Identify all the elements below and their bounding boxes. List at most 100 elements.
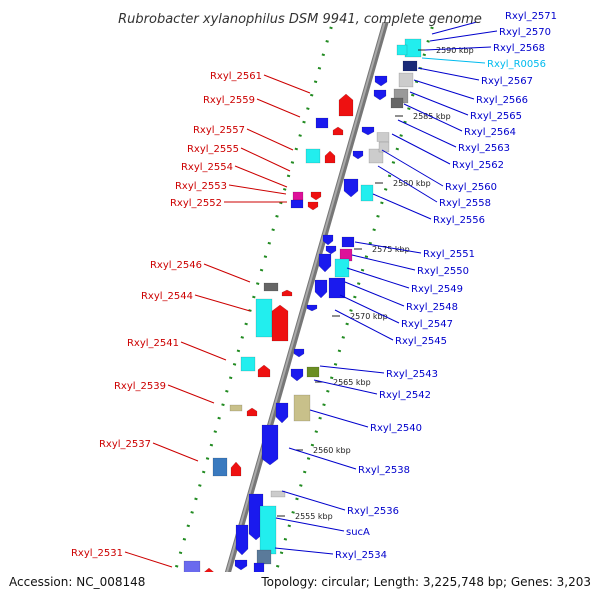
forward-gene-labels: Rxyl_2571 Rxyl_2570 Rxyl_2568 Rxyl_R0056 Rxy… xyxy=(335,11,557,561)
gene-label-rxyl_2544: Rxyl_2544 xyxy=(141,291,193,302)
gene-feature xyxy=(183,560,201,572)
gene-feature xyxy=(332,126,344,136)
label-leader-lines xyxy=(124,22,498,568)
label-leader-line xyxy=(240,147,291,172)
label-leader-line xyxy=(309,409,369,428)
label-leader-line xyxy=(246,128,294,151)
gene-label-rxyl_2563: Rxyl_2563 xyxy=(458,143,510,154)
gene-feature xyxy=(374,75,388,87)
gene-feature xyxy=(257,364,271,378)
label-leader-line xyxy=(424,46,492,51)
gene-feature xyxy=(322,234,334,246)
gene-feature xyxy=(261,424,279,466)
gene-label-rxyl_2566: Rxyl_2566 xyxy=(476,95,528,106)
gene-feature xyxy=(271,304,289,342)
scale-tick-label: 2565 kbp xyxy=(333,378,371,387)
label-leader-line xyxy=(344,281,405,307)
label-leader-line xyxy=(413,79,475,100)
scale-tick-label: 2575 kbp xyxy=(372,245,410,254)
gene-label-rxyl_2550: Rxyl_2550 xyxy=(417,266,469,277)
scale-tick-label: 2570 kbp xyxy=(350,312,388,321)
label-leader-line xyxy=(281,490,346,511)
label-leader-line xyxy=(391,133,451,165)
gene-label-rxyl_2555: Rxyl_2555 xyxy=(187,144,239,155)
gene-feature xyxy=(352,150,364,160)
label-leader-line xyxy=(409,91,469,116)
gene-feature xyxy=(230,461,242,477)
label-leader-line xyxy=(397,119,457,148)
gene-label-rxyl_2534: Rxyl_2534 xyxy=(335,550,387,561)
label-leader-line xyxy=(275,517,345,532)
gene-feature xyxy=(324,150,336,164)
label-leader-line xyxy=(288,447,357,470)
gene-label-rxyl_2541: Rxyl_2541 xyxy=(127,338,179,349)
gene-feature xyxy=(404,38,422,58)
gene-feature xyxy=(314,279,328,299)
label-leader-line xyxy=(124,551,173,568)
gene-feature xyxy=(281,289,293,297)
gene-label-rxyl_2531: Rxyl_2531 xyxy=(71,548,123,559)
gene-label-rxyl_2559: Rxyl_2559 xyxy=(203,95,255,106)
gene-label-rxyl_2556: Rxyl_2556 xyxy=(433,215,485,226)
label-leader-line xyxy=(354,241,422,254)
gene-feature xyxy=(318,253,332,273)
label-leader-line xyxy=(372,193,432,220)
gene-label-rxyl_2545: Rxyl_2545 xyxy=(395,336,447,347)
label-leader-line xyxy=(319,365,385,374)
label-leader-line xyxy=(381,149,444,187)
gene-feature xyxy=(338,93,354,117)
gene-feature xyxy=(259,505,277,555)
gene-feature xyxy=(396,44,408,56)
gene-label-rxyl_2560: Rxyl_2560 xyxy=(445,182,497,193)
gene-feature xyxy=(378,141,390,153)
label-leader-line xyxy=(313,379,378,395)
gene-label-rxyl_2538: Rxyl_2538 xyxy=(358,465,410,476)
gene-feature xyxy=(223,592,233,600)
label-leader-line xyxy=(228,184,287,195)
label-leader-line xyxy=(274,547,334,555)
gene-feature xyxy=(305,148,321,164)
gene-feature xyxy=(307,201,319,211)
label-leader-line xyxy=(263,74,311,94)
gene-feature xyxy=(275,402,289,424)
scale-tick-label: 2580 kbp xyxy=(393,179,431,188)
reverse-gene-labels: Rxyl_2561 Rxyl_2559 Rxyl_2557 Rxyl_2555 Rxyl… xyxy=(71,71,262,559)
gene-label-rxyl_2553: Rxyl_2553 xyxy=(175,181,227,192)
gene-label-suca: sucA xyxy=(346,527,370,538)
gene-label-rxyl_2536: Rxyl_2536 xyxy=(347,506,399,517)
gene-feature xyxy=(306,366,320,378)
gene-feature xyxy=(234,559,248,571)
gene-feature xyxy=(376,132,390,142)
gene-feature xyxy=(229,404,243,412)
gene-label-rxyl_2552: Rxyl_2552 xyxy=(170,198,222,209)
label-leader-line xyxy=(256,98,301,118)
gene-features xyxy=(183,38,422,600)
gene-feature xyxy=(293,348,305,358)
label-leader-line xyxy=(180,341,227,361)
gene-feature xyxy=(341,236,355,248)
gene-feature xyxy=(270,490,286,498)
gene-label-rxyl_2543: Rxyl_2543 xyxy=(386,369,438,380)
scale-tick-label: 2555 kbp xyxy=(295,512,333,521)
gene-feature xyxy=(310,191,322,201)
label-leader-line xyxy=(431,22,479,35)
gene-feature xyxy=(292,191,304,201)
label-leader-line xyxy=(417,67,480,81)
gene-feature xyxy=(253,562,265,572)
genome-backbone-highlight xyxy=(225,22,386,572)
gene-feature xyxy=(398,72,414,88)
gene-label-rxyl_2539: Rxyl_2539 xyxy=(114,381,166,392)
gene-feature xyxy=(373,89,387,101)
gene-feature xyxy=(360,184,374,202)
gene-label-rxyl_2540: Rxyl_2540 xyxy=(370,423,422,434)
label-leader-line xyxy=(346,267,410,289)
label-leader-line xyxy=(339,294,400,324)
scale-tick-label: 2590 kbp xyxy=(436,46,474,55)
gene-label-rxyl_2557: Rxyl_2557 xyxy=(193,125,245,136)
gene-feature xyxy=(368,148,384,164)
gene-feature xyxy=(328,277,346,299)
gene-feature xyxy=(290,199,304,209)
gene-feature xyxy=(306,304,318,312)
label-leader-line xyxy=(403,103,463,132)
